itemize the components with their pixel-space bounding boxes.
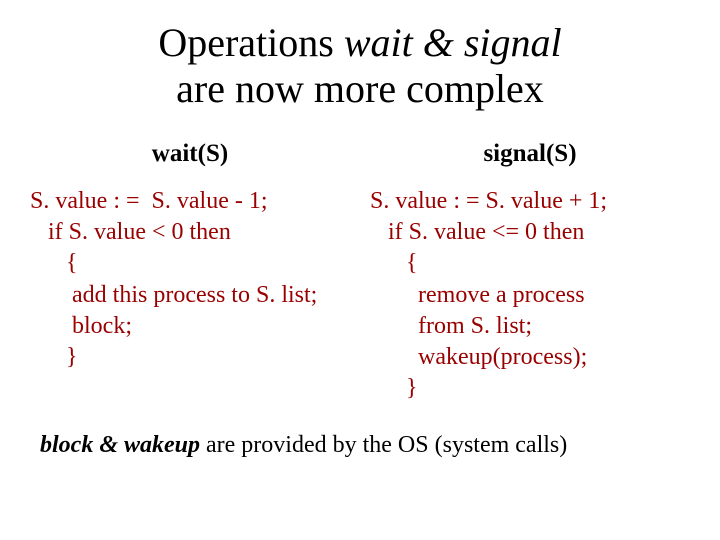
columns-container: wait(S) S. value : = S. value - 1; if S.…	[30, 140, 690, 404]
right-code: S. value : = S. value + 1; if S. value <…	[370, 186, 690, 404]
slide-title: Operations wait & signal are now more co…	[30, 20, 690, 112]
right-header: signal(S)	[370, 140, 690, 168]
title-italic: wait & signal	[344, 20, 562, 65]
right-column: signal(S) S. value : = S. value + 1; if …	[370, 140, 690, 404]
title-pre: Operations	[158, 20, 344, 65]
footer-rest: are provided by the OS (system calls)	[200, 432, 567, 458]
left-column: wait(S) S. value : = S. value - 1; if S.…	[30, 140, 350, 404]
left-header: wait(S)	[30, 140, 350, 168]
footer-bi: block & wakeup	[40, 432, 200, 458]
left-code: S. value : = S. value - 1; if S. value <…	[30, 186, 350, 373]
title-line2: are now more complex	[176, 66, 544, 111]
footer-text: block & wakeup are provided by the OS (s…	[30, 432, 690, 459]
